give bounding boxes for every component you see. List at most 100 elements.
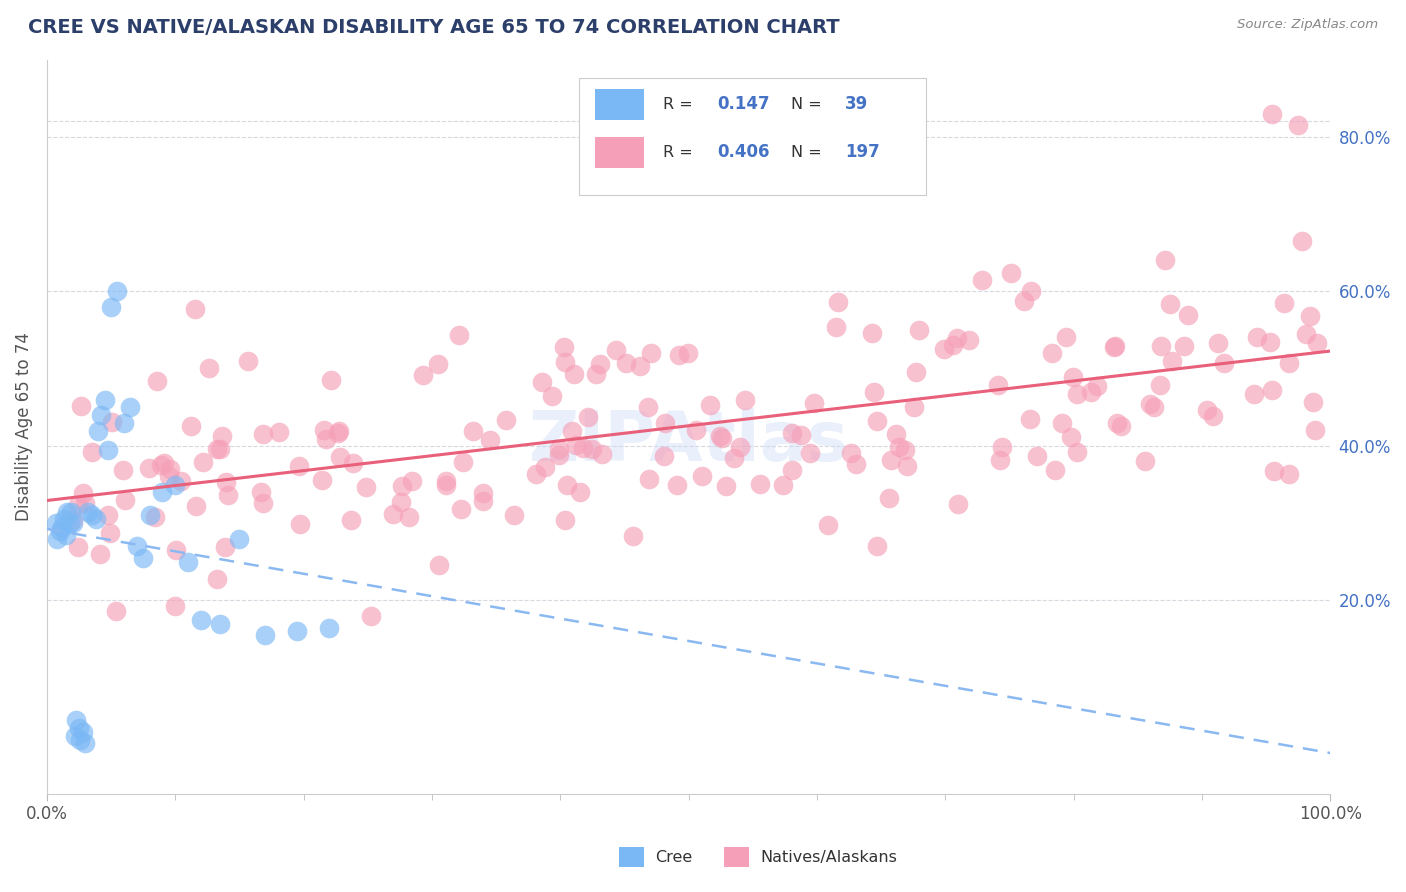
- Point: [97, 442, 120, 457]
- Text: Cree: Cree: [655, 850, 692, 864]
- Point: [803, 395, 825, 409]
- Point: [97, 508, 120, 522]
- Point: [1173, 339, 1195, 353]
- Point: [159, 462, 181, 476]
- Point: [90, 408, 112, 422]
- Point: [177, 555, 200, 569]
- Point: [72, 724, 94, 739]
- Point: [1054, 329, 1077, 343]
- Point: [321, 374, 343, 388]
- Point: [67, 540, 90, 554]
- Point: [565, 438, 588, 452]
- Point: [1153, 253, 1175, 268]
- Point: [1295, 326, 1317, 341]
- Point: [205, 572, 228, 586]
- Point: [449, 328, 471, 343]
- Point: [972, 273, 994, 287]
- Point: [1133, 453, 1156, 467]
- Point: [668, 348, 690, 362]
- Point: [461, 424, 484, 438]
- Point: [252, 426, 274, 441]
- Point: [328, 424, 350, 438]
- Point: [1159, 297, 1181, 311]
- Point: [711, 432, 734, 446]
- Point: [67, 499, 90, 513]
- Point: [1080, 385, 1102, 400]
- Point: [75, 736, 97, 750]
- Point: [541, 389, 564, 403]
- Point: [228, 532, 250, 546]
- Point: [934, 342, 956, 356]
- Point: [638, 472, 661, 486]
- Point: [1305, 424, 1327, 438]
- Point: [214, 475, 236, 490]
- Point: [205, 442, 228, 456]
- Point: [398, 510, 420, 524]
- Point: [288, 517, 311, 532]
- Text: Natives/Alaskans: Natives/Alaskans: [761, 850, 897, 864]
- Point: [824, 319, 846, 334]
- Point: [318, 621, 340, 635]
- Point: [1246, 330, 1268, 344]
- Point: [84, 512, 107, 526]
- Text: ZIPAtlas: ZIPAtlas: [529, 408, 849, 475]
- Point: [315, 432, 337, 446]
- Point: [637, 401, 659, 415]
- Point: [548, 449, 571, 463]
- Point: [45, 516, 67, 531]
- Point: [184, 302, 207, 317]
- Point: [817, 517, 839, 532]
- Point: [1109, 418, 1132, 433]
- Point: [903, 401, 925, 415]
- Point: [547, 442, 569, 456]
- Point: [1258, 334, 1281, 349]
- Point: [1060, 430, 1083, 444]
- Point: [70, 399, 93, 413]
- Point: [56, 505, 79, 519]
- Point: [1195, 403, 1218, 417]
- Text: 39: 39: [845, 95, 869, 113]
- Point: [628, 359, 651, 373]
- Point: [252, 496, 274, 510]
- Point: [412, 368, 434, 382]
- Text: N =: N =: [792, 97, 827, 112]
- Point: [1206, 335, 1229, 350]
- Point: [250, 484, 273, 499]
- Point: [93, 392, 115, 407]
- Point: [908, 322, 931, 336]
- Point: [340, 513, 363, 527]
- Point: [887, 440, 910, 454]
- Point: [1066, 445, 1088, 459]
- Point: [401, 474, 423, 488]
- Point: [1045, 463, 1067, 477]
- Point: [572, 442, 595, 456]
- Point: [329, 450, 352, 465]
- Point: [143, 509, 166, 524]
- Point: [780, 425, 803, 440]
- Point: [1085, 378, 1108, 392]
- Point: [957, 333, 980, 347]
- Point: [987, 378, 1010, 392]
- Point: [354, 479, 377, 493]
- Point: [772, 478, 794, 492]
- Point: [780, 463, 803, 477]
- Point: [478, 433, 501, 447]
- Point: [1025, 449, 1047, 463]
- Point: [165, 477, 187, 491]
- Point: [946, 497, 969, 511]
- Point: [209, 616, 232, 631]
- Point: [165, 542, 187, 557]
- Point: [827, 295, 849, 310]
- Point: [120, 401, 142, 415]
- Point: [554, 513, 576, 527]
- Point: [98, 525, 121, 540]
- Point: [434, 478, 457, 492]
- Point: [157, 469, 180, 483]
- Point: [381, 507, 404, 521]
- Point: [576, 410, 599, 425]
- Point: [990, 440, 1012, 454]
- Point: [942, 338, 965, 352]
- Point: [905, 365, 928, 379]
- Point: [734, 393, 756, 408]
- Point: [1149, 378, 1171, 392]
